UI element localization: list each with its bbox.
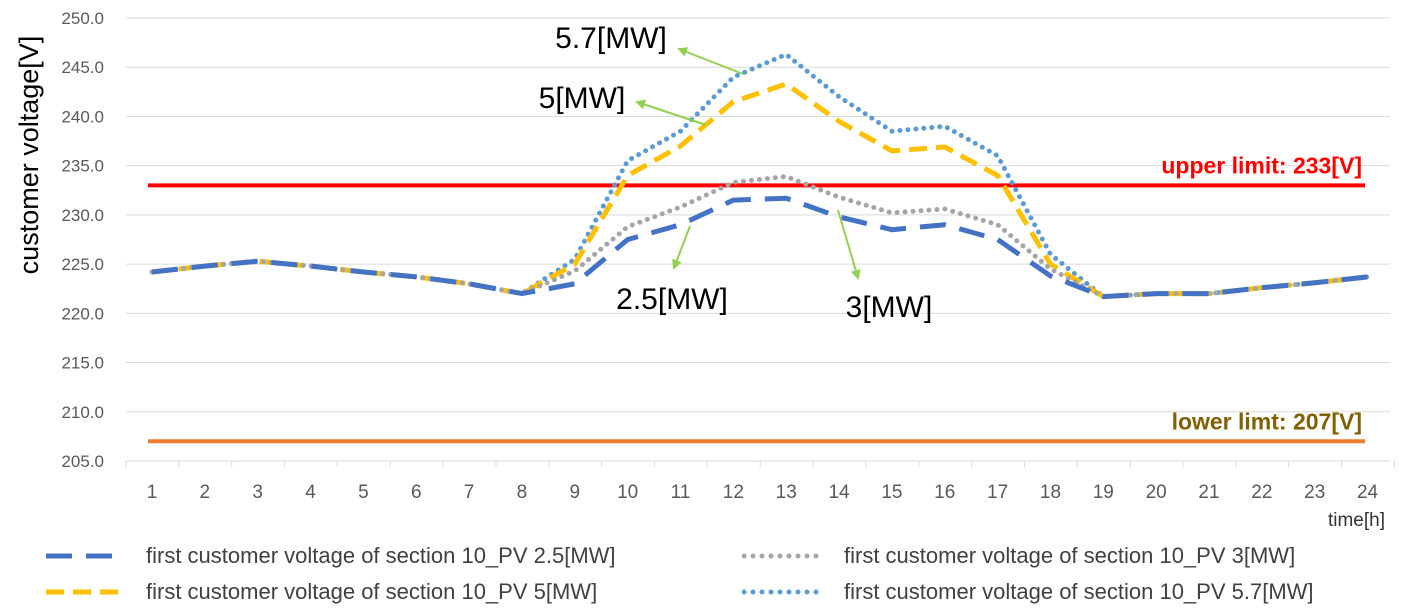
legend-swatch <box>46 553 126 559</box>
legend-label: first customer voltage of section 10_PV … <box>146 579 598 604</box>
x-tick-label: 13 <box>776 482 797 503</box>
legend-item-pv-5: first customer voltage of section 10_PV … <box>44 579 597 605</box>
x-tick-label: 5 <box>358 482 369 503</box>
legend-swatch <box>742 553 826 559</box>
legend-item-pv-3: first customer voltage of section 10_PV … <box>742 543 1295 569</box>
legend-label: first customer voltage of section 10_PV … <box>844 579 1314 604</box>
y-tick-label: 240.0 <box>61 107 104 126</box>
x-axis: 1 2 3 4 5 6 7 8 9 10 11 12 13 14 15 16 17 18 19 20 21 22 23 24 <box>125 460 1395 503</box>
legend-swatch <box>742 589 826 595</box>
y-tick-label: 220.0 <box>61 304 104 323</box>
y-axis-label: customer voltage[V] <box>14 36 44 275</box>
x-tick-label: 14 <box>828 482 850 503</box>
x-tick-label: 24 <box>1357 482 1379 503</box>
y-tick-label: 210.0 <box>61 403 104 422</box>
series-line <box>151 195 1368 300</box>
y-tick-label: 225.0 <box>61 255 104 274</box>
x-tick-label: 3 <box>252 482 263 503</box>
limit-lines: upper limit: 233[V] lower limt: 207[V] <box>148 152 1365 444</box>
x-tick-label: 23 <box>1304 482 1325 503</box>
x-tick-label: 1 <box>147 482 158 503</box>
annotation-label: 2.5[MW] <box>616 283 728 316</box>
series-line <box>151 81 1368 300</box>
x-tick-label: 11 <box>671 482 691 503</box>
x-tick-label: 19 <box>1093 482 1114 503</box>
x-tick-label: 20 <box>1146 482 1167 503</box>
x-tick-label: 9 <box>570 482 581 503</box>
y-tick-label: 230.0 <box>61 206 104 225</box>
y-axis-ticks: 205.0 210.0 215.0 220.0 225.0 230.0 235.0 240.0… <box>61 9 104 471</box>
x-tick-label: 16 <box>934 482 955 503</box>
x-tick-label: 2 <box>200 482 211 503</box>
annotation-arrow <box>677 47 744 75</box>
x-tick-label: 7 <box>464 482 475 503</box>
legend: first customer voltage of section 10_PV … <box>0 535 1403 613</box>
x-tick-label: 17 <box>987 482 1008 503</box>
legend-item-pv-5-7: first customer voltage of section 10_PV … <box>742 579 1314 605</box>
legend-label: first customer voltage of section 10_PV … <box>844 543 1296 568</box>
annotation-label: 5.7[MW] <box>555 22 667 55</box>
gridlines <box>126 17 1390 413</box>
legend-label: first customer voltage of section 10_PV … <box>146 543 616 568</box>
series-line <box>149 51 1370 300</box>
y-tick-label: 215.0 <box>61 354 104 373</box>
y-tick-label: 205.0 <box>61 452 104 471</box>
annotation-arrow <box>635 99 707 126</box>
limit-label: lower limt: 207[V] <box>1172 408 1362 434</box>
x-tick-label: 6 <box>411 482 422 503</box>
x-tick-label: 21 <box>1198 482 1219 503</box>
annotation-arrow <box>672 225 691 270</box>
legend-swatch <box>46 589 126 595</box>
legend-item-pv-2-5: first customer voltage of section 10_PV … <box>44 543 616 569</box>
series-lines <box>149 51 1370 300</box>
x-axis-label: time[h] <box>1328 510 1385 531</box>
limit-label: upper limit: 233[V] <box>1161 152 1362 178</box>
line-chart: 205.0 210.0 215.0 220.0 225.0 230.0 235.0 240.0… <box>14 9 1395 531</box>
x-tick-label: 22 <box>1251 482 1272 503</box>
y-tick-label: 235.0 <box>61 157 104 176</box>
x-tick-label: 8 <box>517 482 528 503</box>
x-tick-label: 15 <box>881 482 902 503</box>
x-tick-label: 18 <box>1040 482 1061 503</box>
annotations: 5.7[MW] 5[MW] 2.5[MW] 3[MW] <box>539 22 933 324</box>
x-tick-label: 4 <box>305 482 316 503</box>
annotation-arrow <box>837 209 861 280</box>
x-tick-label: 10 <box>617 482 638 503</box>
annotation-label: 3[MW] <box>846 291 933 324</box>
y-tick-label: 250.0 <box>61 9 104 28</box>
x-tick-label: 12 <box>723 482 744 503</box>
series-line <box>149 174 1370 300</box>
annotation-label: 5[MW] <box>539 82 626 115</box>
y-tick-label: 245.0 <box>61 58 104 77</box>
